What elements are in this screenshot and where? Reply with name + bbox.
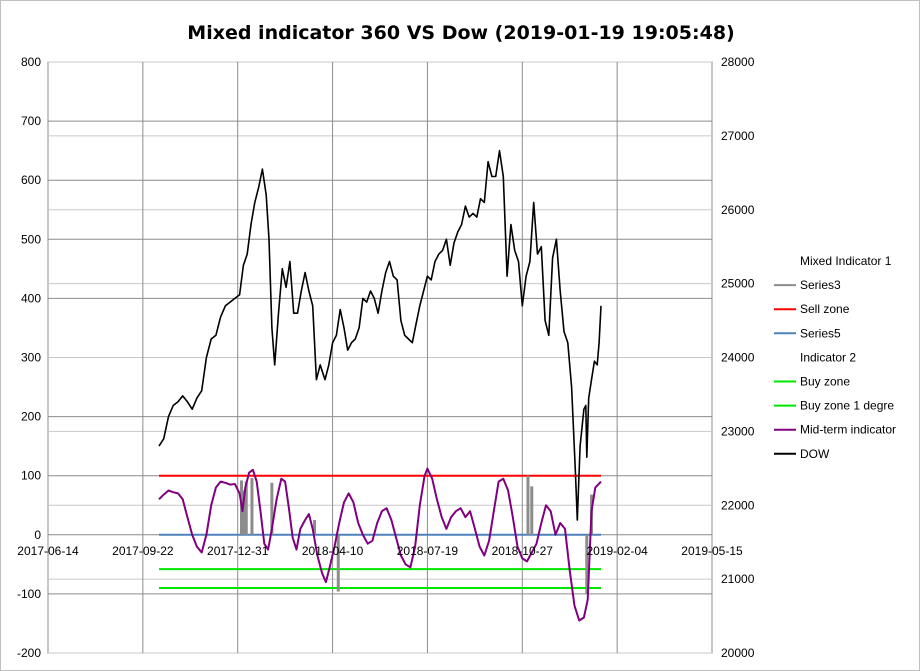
chart-title: Mixed indicator 360 VS Dow (2019-01-19 1… (187, 22, 734, 44)
legend-label-indicator-2: Indicator 2 (800, 350, 856, 364)
x-tick-label: 2018-07-19 (397, 544, 459, 558)
right-axis: 28000 27000 26000 25000 24000 23000 22000 21000… (721, 55, 755, 660)
plot-area (158, 149, 602, 622)
x-tick-label: 2019-02-04 (586, 544, 648, 558)
legend: Mixed Indicator 1 Series3 Sell zone Series5… (774, 254, 896, 461)
x-tick-label: 2018-10-27 (492, 544, 554, 558)
chart-grid (47, 61, 713, 654)
right-tick-label: 22000 (721, 498, 755, 512)
legend-label-buy-zone: Buy zone (800, 375, 850, 389)
left-tick-label: 700 (21, 114, 41, 128)
right-tick-label: 24000 (721, 351, 755, 365)
x-axis: 2017-06-14 2017-09-22 2017-12-31 2018-04-10… (17, 544, 743, 558)
right-tick-label: 21000 (721, 572, 755, 586)
right-tick-label: 25000 (721, 277, 755, 291)
x-tick-label: 2018-04-10 (302, 544, 364, 558)
x-tick-label: 2019-05-15 (681, 544, 743, 558)
right-tick-label: 28000 (721, 55, 755, 69)
series-mid-term-indicator-line (158, 467, 602, 622)
left-tick-label: -100 (17, 587, 41, 601)
x-tick-label: 2017-12-31 (207, 544, 269, 558)
legend-label-mixed-indicator-1: Mixed Indicator 1 (800, 254, 892, 268)
series-series3 (240, 475, 594, 594)
left-tick-label: 300 (21, 351, 41, 365)
x-tick-label: 2017-09-22 (112, 544, 174, 558)
left-tick-label: 200 (21, 410, 41, 424)
legend-label-mid-term-indicator: Mid-term indicator (800, 423, 896, 437)
legend-label-dow: DOW (800, 447, 830, 461)
legend-label-sell-zone: Sell zone (800, 302, 850, 316)
left-tick-label: 0 (34, 528, 41, 542)
left-axis: 800 700 600 500 400 300 200 100 0 -100 -200 (17, 55, 41, 660)
legend-label-buy-zone-1-degre: Buy zone 1 degre (800, 399, 894, 413)
left-tick-label: 800 (21, 55, 41, 69)
left-tick-label: 600 (21, 173, 41, 187)
left-tick-label: 400 (21, 291, 41, 305)
x-tick-label: 2017-06-14 (17, 544, 79, 558)
right-tick-label: 27000 (721, 129, 755, 143)
left-tick-label: 500 (21, 232, 41, 246)
right-tick-label: 20000 (721, 646, 755, 660)
right-tick-label: 26000 (721, 203, 755, 217)
left-tick-label: 100 (21, 469, 41, 483)
legend-label-series5: Series5 (800, 326, 841, 340)
series-dow-line (158, 149, 602, 521)
right-tick-label: 23000 (721, 424, 755, 438)
legend-label-series3: Series3 (800, 278, 841, 292)
left-tick-label: -200 (17, 646, 41, 660)
